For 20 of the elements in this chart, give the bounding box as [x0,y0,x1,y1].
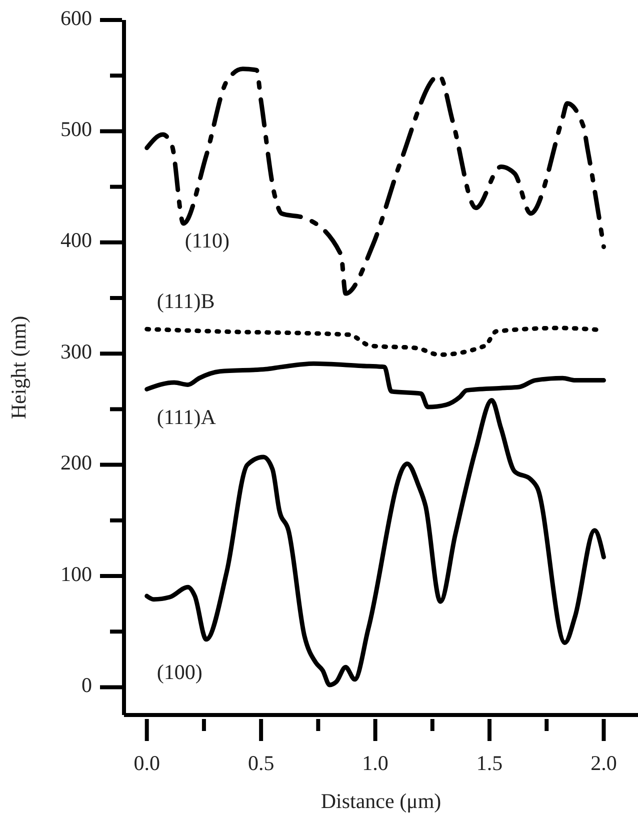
series-label: (110) [184,228,230,253]
series-label: (111)B [156,288,215,313]
series-label: (111)A [156,404,217,429]
x-tick-label: 1.5 [476,751,503,776]
y-axis-title: Height (nm) [6,316,30,420]
x-tick-label: 1.0 [362,751,388,776]
y-tick-label: 100 [60,562,92,586]
y-tick-label: 400 [60,228,92,252]
x-tick-label: 2.0 [590,751,617,776]
line-series [144,398,606,688]
x-tick-label: 0.5 [248,751,274,776]
line-series [144,361,606,410]
series-label: (100) [156,660,202,684]
y-tick-label: 200 [60,450,92,475]
y-tick-label: 500 [60,117,92,142]
y-tick-label: 600 [60,6,92,30]
x-axis-title: Distance (μm) [320,789,442,813]
y-tick-label: 0 [82,673,92,698]
y-tick-label: 300 [60,339,92,364]
x-tick-label: 0.0 [134,751,160,776]
